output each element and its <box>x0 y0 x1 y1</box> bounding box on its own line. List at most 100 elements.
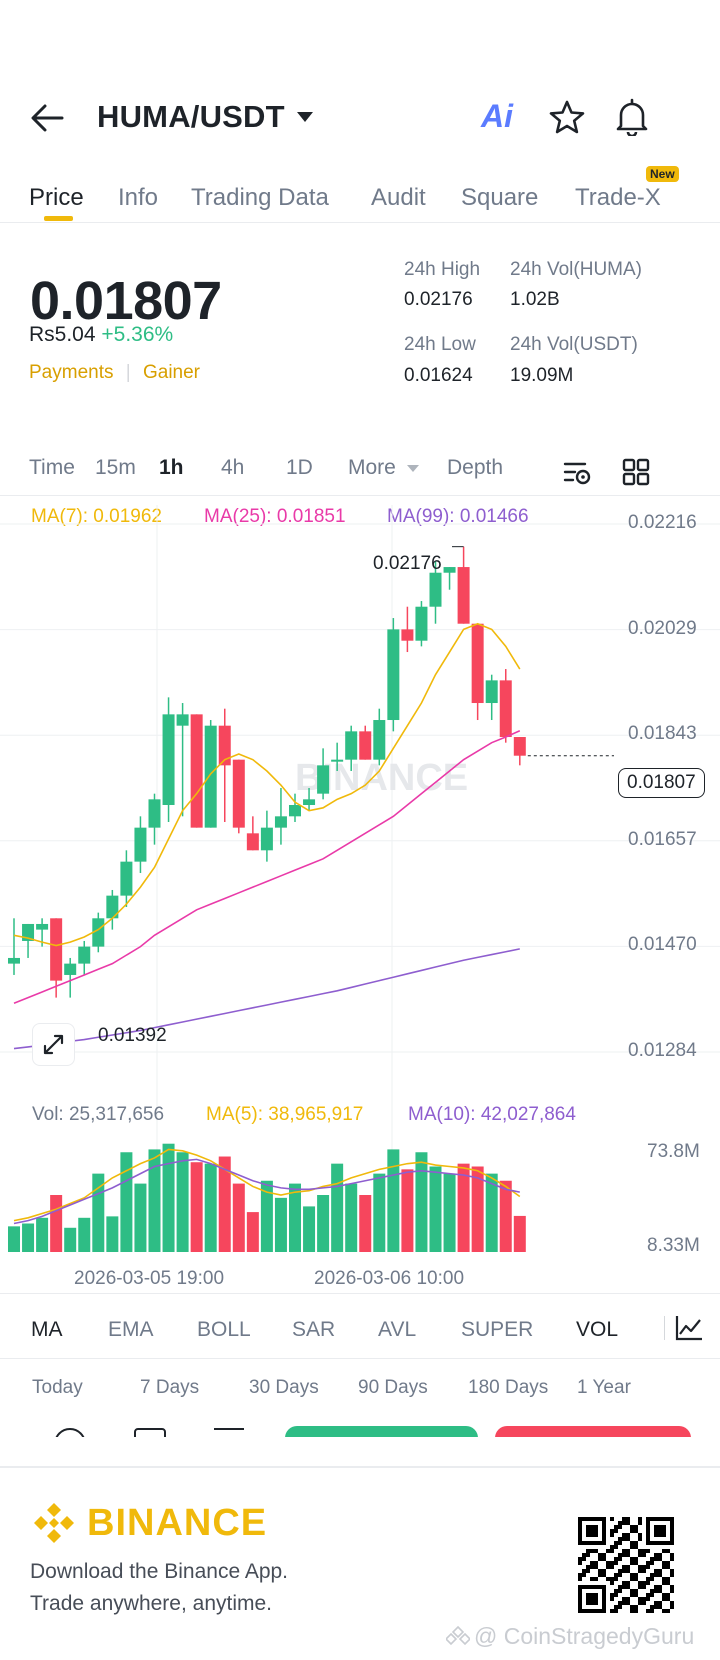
ai-icon[interactable]: Ai <box>481 98 513 134</box>
volume-bar <box>513 1215 526 1252</box>
candle-body <box>92 918 105 947</box>
layout-grid-icon[interactable] <box>622 458 650 491</box>
qr-module <box>594 1577 598 1581</box>
vol-legend: Vol: 25,317,656 <box>32 1104 165 1125</box>
indicator-boll[interactable]: BOLL <box>197 1318 251 1341</box>
qr-finder-core <box>586 1525 598 1537</box>
tab-price[interactable]: Price <box>29 184 84 211</box>
time-label-2: 2026-03-06 10:00 <box>314 1268 465 1289</box>
action-icon-2[interactable] <box>134 1428 166 1437</box>
chart-settings-icon[interactable] <box>563 460 593 493</box>
indicator-super[interactable]: SUPER <box>461 1318 534 1341</box>
fiat-price-row: Rs5.04 +5.36% <box>29 323 173 347</box>
qr-module <box>638 1521 642 1525</box>
tab-trade-x[interactable]: Trade-X <box>575 184 661 211</box>
qr-module <box>658 1557 662 1561</box>
qr-module <box>666 1609 670 1613</box>
qr-module <box>602 1573 606 1577</box>
volume-bar <box>359 1195 372 1252</box>
qr-module <box>610 1529 614 1533</box>
qr-module <box>622 1565 626 1569</box>
tag-gainer[interactable]: Gainer <box>142 362 201 383</box>
back-arrow-icon[interactable] <box>30 103 64 133</box>
action-icon-3[interactable] <box>214 1428 244 1437</box>
qr-module <box>610 1597 614 1601</box>
indicator-avl[interactable]: AVL <box>378 1318 417 1341</box>
footer-line-2: Trade anywhere, anytime. <box>30 1592 273 1615</box>
indicator-vol[interactable]: VOL <box>576 1318 619 1341</box>
volume-bar <box>176 1152 189 1252</box>
qr-module <box>610 1565 614 1569</box>
qr-module <box>650 1593 654 1597</box>
tab-info[interactable]: Info <box>118 184 159 211</box>
indicator-ema[interactable]: EMA <box>108 1318 154 1341</box>
interval-more[interactable]: More <box>348 456 396 479</box>
tag-separator: | <box>125 362 131 383</box>
volume-bar <box>499 1180 512 1252</box>
qr-module <box>586 1549 590 1553</box>
candle-body <box>8 957 20 964</box>
price-axis-label: 0.01657 <box>628 828 697 850</box>
qr-module <box>634 1525 638 1529</box>
star-icon[interactable] <box>549 100 585 139</box>
interval-1h[interactable]: 1h <box>159 456 184 479</box>
qr-module <box>658 1585 662 1589</box>
qr-module <box>590 1565 594 1569</box>
tab-square[interactable]: Square <box>461 184 539 211</box>
price-axis-label: 0.01470 <box>628 934 697 956</box>
tab-divider <box>0 222 720 223</box>
indicator-ma[interactable]: MA <box>31 1318 63 1341</box>
candle-body <box>499 680 512 738</box>
tag-payments[interactable]: Payments <box>29 362 114 383</box>
qr-module <box>650 1589 654 1593</box>
qr-module <box>614 1605 618 1609</box>
qr-module <box>602 1553 606 1557</box>
buy-button[interactable] <box>285 1426 478 1437</box>
qr-module <box>610 1593 614 1597</box>
qr-module <box>646 1581 650 1585</box>
qr-module <box>614 1593 618 1597</box>
qr-module <box>622 1553 626 1557</box>
bell-icon[interactable] <box>614 98 650 141</box>
interval-1d[interactable]: 1D <box>286 456 313 479</box>
perf-90-days: 90 Days <box>358 1377 428 1398</box>
qr-module <box>634 1589 638 1593</box>
indicator-chart-icon[interactable] <box>674 1314 704 1347</box>
qr-module <box>634 1541 638 1545</box>
tab-audit[interactable]: Audit <box>371 184 426 211</box>
qr-module <box>626 1597 630 1601</box>
qr-module <box>618 1525 622 1529</box>
qr-module <box>622 1521 626 1525</box>
volume-bar <box>8 1226 20 1252</box>
pair-selector[interactable]: HUMA/USDT <box>97 99 315 135</box>
sell-button[interactable] <box>495 1426 691 1437</box>
caret-down-icon <box>296 112 313 122</box>
tab-trading-data[interactable]: Trading Data <box>191 184 329 211</box>
interval-15m[interactable]: 15m <box>95 456 136 479</box>
qr-module <box>586 1569 590 1573</box>
qr-module <box>622 1581 626 1585</box>
action-icon-1[interactable] <box>54 1428 86 1437</box>
qr-module <box>642 1597 646 1601</box>
qr-module <box>670 1557 674 1561</box>
qr-module <box>626 1553 630 1557</box>
stat-vol-base-label: 24h Vol(HUMA) <box>510 259 642 280</box>
expand-icon <box>43 1034 64 1055</box>
qr-code[interactable] <box>578 1517 674 1613</box>
candle-body <box>317 765 330 794</box>
indicator-sar[interactable]: SAR <box>292 1318 336 1341</box>
qr-module <box>610 1577 614 1581</box>
candlestick-chart[interactable]: BINANCE <box>0 496 720 1316</box>
interval-time[interactable]: Time <box>29 456 75 479</box>
interval-depth[interactable]: Depth <box>447 456 504 479</box>
volume-bar <box>415 1152 428 1252</box>
qr-module <box>670 1585 674 1589</box>
interval-divider <box>0 495 720 496</box>
expand-button[interactable] <box>32 1023 75 1066</box>
volume-bar <box>64 1227 77 1252</box>
interval-4h[interactable]: 4h <box>221 456 245 479</box>
volume-bar <box>218 1156 231 1252</box>
qr-module <box>666 1561 670 1565</box>
qr-module <box>638 1537 642 1541</box>
qr-module <box>626 1533 630 1537</box>
